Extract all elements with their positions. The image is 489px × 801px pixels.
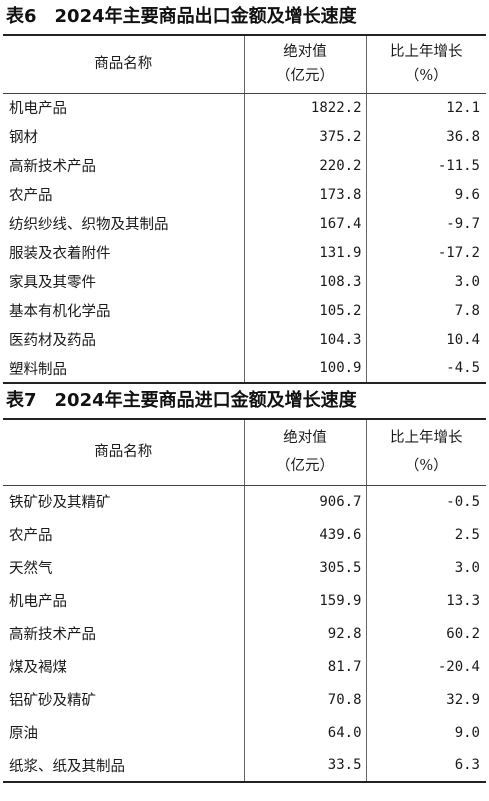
row-growth-cell: -0.5 [365, 485, 486, 518]
row-name-cell: 原油 [9, 726, 38, 742]
row-growth-cell: 60.2 [365, 617, 486, 650]
header-value: 绝对值 （亿元） [243, 419, 366, 486]
table-row: 原油 64.0 9.0 [3, 716, 486, 749]
row-name-cell: 纺织纱线、织物及其制品 [9, 217, 169, 233]
row-name-cell: 机电产品 [9, 101, 67, 118]
row-name-cell: 农产品 [9, 188, 53, 204]
table-row: 高新技术产品 92.8 60.2 [3, 617, 486, 650]
row-name-cell: 铝矿砂及精矿 [9, 693, 96, 709]
header-growth: 比上年增长 （%） [365, 35, 486, 94]
row-growth-cell: 7.8 [365, 296, 486, 325]
header-value: 绝对值 （亿元） [243, 35, 366, 94]
row-value-cell: 100.9 [243, 354, 366, 383]
import-table: 商品名称 绝对值 （亿元） 比上年增长 （%） 铁矿砂及其精矿 906.7 -0.5… [3, 418, 486, 783]
row-name-cell: 医药材及药品 [9, 333, 96, 349]
row-name-cell: 基本有机化学品 [9, 304, 111, 320]
row-growth-cell: 10.4 [365, 325, 486, 354]
table-row: 服装及衣着附件 131.9 -17.2 [3, 238, 486, 267]
table-row: 基本有机化学品 105.2 7.8 [3, 296, 486, 325]
table-row: 农产品 173.8 9.6 [3, 180, 486, 209]
row-growth-cell: 32.9 [365, 683, 486, 716]
row-value-cell: 173.8 [243, 180, 366, 209]
row-name-cell: 铁矿砂及其精矿 [9, 495, 111, 512]
row-value-cell: 167.4 [243, 209, 366, 238]
row-growth-cell: -11.5 [365, 151, 486, 180]
row-value-cell: 33.5 [243, 749, 366, 782]
row-name-cell: 高新技术产品 [9, 159, 96, 175]
table-row: 医药材及药品 104.3 10.4 [3, 325, 486, 354]
row-value-cell: 1822.2 [243, 93, 366, 122]
row-name-cell: 纸浆、纸及其制品 [9, 758, 125, 775]
row-name-cell: 天然气 [9, 561, 53, 577]
row-name-cell: 家具及其零件 [9, 275, 96, 291]
row-growth-cell: 12.1 [365, 93, 486, 122]
row-value-cell: 81.7 [243, 650, 366, 683]
table-row: 钢材 375.2 36.8 [3, 122, 486, 151]
row-growth-cell: -4.5 [365, 354, 486, 383]
table-row: 高新技术产品 220.2 -11.5 [3, 151, 486, 180]
table-row: 家具及其零件 108.3 3.0 [3, 267, 486, 296]
row-growth-cell: 13.3 [365, 584, 486, 617]
table-row: 塑料制品 100.9 -4.5 [3, 354, 486, 383]
row-growth-cell: 3.0 [365, 267, 486, 296]
table-row: 农产品 439.6 2.5 [3, 518, 486, 551]
row-growth-cell: 9.0 [365, 716, 486, 749]
row-growth-cell: 6.3 [365, 749, 486, 782]
export-table: 商品名称 绝对值 （亿元） 比上年增长 （%） 机电产品 1822.2 12.1 钢材… [3, 34, 486, 384]
row-name-cell: 钢材 [9, 130, 38, 146]
row-value-cell: 906.7 [243, 485, 366, 518]
row-value-cell: 131.9 [243, 238, 366, 267]
row-name-cell: 服装及衣着附件 [9, 246, 111, 262]
row-name-cell: 农产品 [9, 528, 53, 544]
row-name-cell: 煤及褐煤 [9, 660, 67, 676]
export-table-title: 表6 2024年主要商品出口金额及增长速度 [6, 6, 357, 27]
row-name-cell: 塑料制品 [9, 361, 67, 378]
table-row: 机电产品 159.9 13.3 [3, 584, 486, 617]
header-name: 商品名称 [3, 419, 244, 486]
row-value-cell: 105.2 [243, 296, 366, 325]
row-growth-cell: -20.4 [365, 650, 486, 683]
row-name-cell: 高新技术产品 [9, 627, 96, 643]
table-header-row: 商品名称 绝对值 （亿元） 比上年增长 （%） [3, 35, 486, 94]
table-row: 煤及褐煤 81.7 -20.4 [3, 650, 486, 683]
row-value-cell: 159.9 [243, 584, 366, 617]
row-growth-cell: 9.6 [365, 180, 486, 209]
table-row: 天然气 305.5 3.0 [3, 551, 486, 584]
table-row: 铁矿砂及其精矿 906.7 -0.5 [3, 485, 486, 518]
export-table-section: 表6 2024年主要商品出口金额及增长速度 商品名称 绝对值 （亿元） 比上年增… [0, 0, 489, 384]
row-value-cell: 439.6 [243, 518, 366, 551]
row-value-cell: 70.8 [243, 683, 366, 716]
table-row: 铝矿砂及精矿 70.8 32.9 [3, 683, 486, 716]
row-value-cell: 64.0 [243, 716, 366, 749]
table-header-row: 商品名称 绝对值 （亿元） 比上年增长 （%） [3, 419, 486, 486]
row-value-cell: 108.3 [243, 267, 366, 296]
import-table-section: 表7 2024年主要商品进口金额及增长速度 商品名称 绝对值 （亿元） 比上年增… [0, 384, 489, 783]
row-growth-cell: -9.7 [365, 209, 486, 238]
row-name-cell: 机电产品 [9, 594, 67, 610]
header-growth: 比上年增长 （%） [365, 419, 486, 486]
row-value-cell: 92.8 [243, 617, 366, 650]
table-row: 纺织纱线、织物及其制品 167.4 -9.7 [3, 209, 486, 238]
row-value-cell: 375.2 [243, 122, 366, 151]
table-row: 机电产品 1822.2 12.1 [3, 93, 486, 122]
row-value-cell: 305.5 [243, 551, 366, 584]
row-value-cell: 104.3 [243, 325, 366, 354]
row-growth-cell: 3.0 [365, 551, 486, 584]
header-name: 商品名称 [3, 35, 244, 94]
row-growth-cell: 36.8 [365, 122, 486, 151]
table-row: 纸浆、纸及其制品 33.5 6.3 [3, 749, 486, 782]
row-growth-cell: 2.5 [365, 518, 486, 551]
row-growth-cell: -17.2 [365, 238, 486, 267]
row-value-cell: 220.2 [243, 151, 366, 180]
import-table-title: 表7 2024年主要商品进口金额及增长速度 [6, 390, 357, 411]
